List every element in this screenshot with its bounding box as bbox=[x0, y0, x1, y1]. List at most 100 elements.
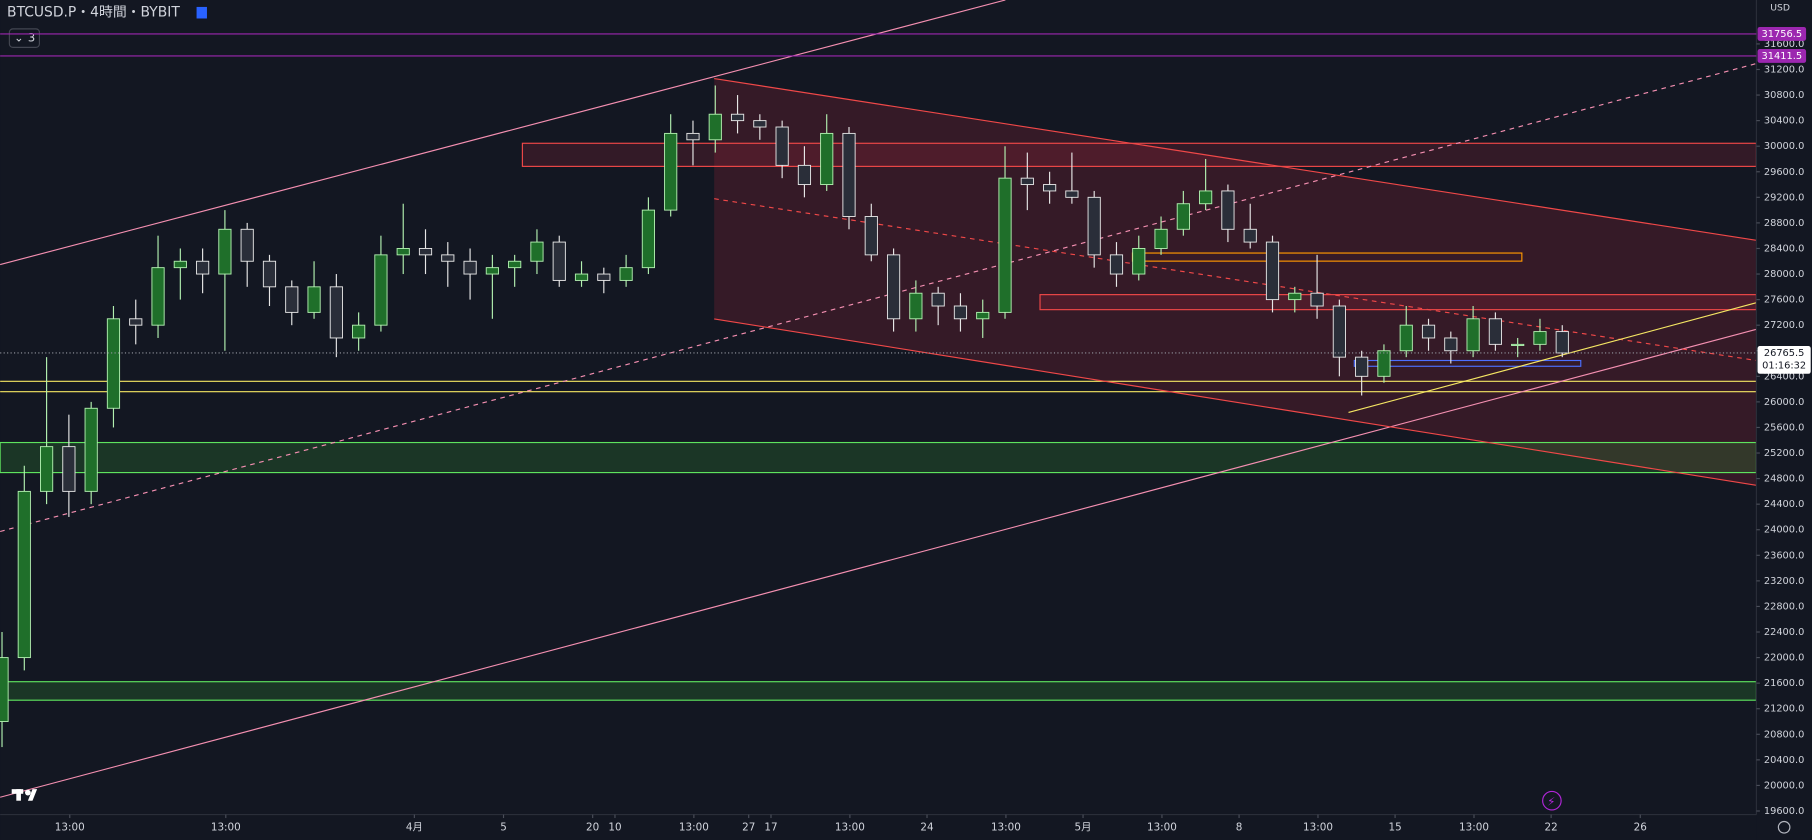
candle-body bbox=[1132, 248, 1146, 275]
x-tick-label: 13:00 bbox=[55, 821, 85, 833]
x-tick-label: 13:00 bbox=[211, 821, 241, 833]
trend-line bbox=[0, 0, 1006, 266]
candle-body bbox=[396, 248, 410, 256]
candle-body bbox=[1555, 331, 1569, 354]
resistance-box bbox=[521, 142, 1757, 167]
y-tick-label: 24400.0 bbox=[1764, 499, 1805, 510]
y-tick-label: 30800.0 bbox=[1764, 90, 1805, 101]
x-tick-label: 13:00 bbox=[835, 821, 865, 833]
blue-box bbox=[1353, 359, 1582, 367]
price-badge bbox=[1757, 26, 1807, 41]
resistance-box bbox=[1039, 294, 1757, 311]
y-tick-label: 23200.0 bbox=[1764, 576, 1805, 587]
flag-icon bbox=[196, 6, 207, 19]
y-tick-label: 19600.0 bbox=[1764, 806, 1805, 817]
y-tick-label: 25200.0 bbox=[1764, 448, 1805, 459]
candle-body bbox=[530, 241, 544, 262]
last-price-label: 26765.5 bbox=[1764, 348, 1805, 359]
support-zone bbox=[0, 441, 1757, 474]
x-tick-label: 15 bbox=[1388, 821, 1401, 833]
y-tick-label: 28800.0 bbox=[1764, 218, 1805, 229]
candle-body bbox=[151, 267, 165, 326]
candle-body bbox=[1043, 184, 1057, 192]
indicator-toggle[interactable] bbox=[8, 28, 41, 48]
candle-body bbox=[1511, 343, 1525, 346]
price-badge bbox=[1757, 49, 1807, 63]
x-tick-label: 20 bbox=[586, 821, 599, 833]
last-price-badge bbox=[1757, 346, 1811, 374]
trend-line-dashed bbox=[0, 62, 1757, 533]
candle-body bbox=[1399, 324, 1413, 352]
candle-body bbox=[418, 248, 433, 256]
candle-body bbox=[708, 113, 722, 141]
y-tick-label: 25600.0 bbox=[1764, 422, 1805, 433]
alert-bolt: ⚡ bbox=[1547, 794, 1555, 808]
candle-body bbox=[17, 490, 31, 659]
y-tick-label: 28000.0 bbox=[1764, 269, 1805, 280]
candle-body bbox=[1265, 241, 1280, 301]
channel-bottom bbox=[714, 318, 1757, 486]
candle-body bbox=[329, 286, 343, 339]
candle-body bbox=[1444, 337, 1458, 352]
tv-logo bbox=[11, 789, 38, 801]
candle-body bbox=[240, 228, 254, 262]
alert-icon[interactable] bbox=[1542, 790, 1562, 811]
candle-body bbox=[998, 177, 1012, 313]
channel-mid bbox=[714, 198, 1757, 362]
candle-body bbox=[129, 318, 143, 326]
candle-body bbox=[1488, 318, 1502, 345]
yellow-trend bbox=[1348, 302, 1757, 414]
x-tick-label: 13:00 bbox=[679, 821, 709, 833]
candle-body bbox=[1176, 203, 1190, 230]
candle-body bbox=[262, 260, 277, 288]
candle-body bbox=[953, 305, 968, 320]
candle-body bbox=[931, 292, 945, 307]
candle-body bbox=[597, 273, 611, 281]
y-tick-label: 29200.0 bbox=[1764, 192, 1805, 203]
y-tick-label: 24800.0 bbox=[1764, 474, 1805, 485]
candle-body bbox=[820, 132, 834, 186]
x-tick-label: 10 bbox=[608, 821, 621, 833]
channel-fill bbox=[714, 78, 1757, 486]
candle-body bbox=[775, 126, 789, 166]
candle-body bbox=[552, 241, 566, 281]
candle-body bbox=[909, 292, 923, 320]
settings-icon[interactable] bbox=[1777, 820, 1791, 834]
candle-body bbox=[1020, 177, 1034, 186]
candle-body bbox=[1154, 228, 1168, 249]
candle-body bbox=[864, 216, 878, 256]
support-zone bbox=[0, 681, 1757, 701]
candle-body bbox=[307, 286, 321, 313]
y-tick-label: 31600.0 bbox=[1764, 39, 1805, 50]
candle-body bbox=[1221, 190, 1235, 230]
price-axis bbox=[1756, 0, 1812, 840]
candle-body bbox=[797, 164, 812, 186]
y-tick-label: 27600.0 bbox=[1764, 295, 1805, 306]
candle-body bbox=[62, 446, 76, 492]
currency[interactable]: USD bbox=[1770, 3, 1790, 14]
y-tick-label: 26400.0 bbox=[1764, 371, 1805, 382]
candle-body bbox=[1377, 350, 1391, 377]
x-tick-label: 24 bbox=[920, 821, 934, 833]
candle-body bbox=[1199, 190, 1213, 205]
y-tick-label: 26000.0 bbox=[1764, 397, 1805, 408]
y-tick-label: 30400.0 bbox=[1764, 116, 1805, 127]
y-tick-label: 23600.0 bbox=[1764, 550, 1805, 561]
y-tick-label: 22400.0 bbox=[1764, 627, 1805, 638]
candle-body bbox=[1087, 196, 1101, 256]
y-tick-label: 20800.0 bbox=[1764, 729, 1805, 740]
x-tick-label: 13:00 bbox=[1303, 821, 1333, 833]
candle-body bbox=[842, 132, 856, 217]
candle-body bbox=[106, 318, 121, 409]
candle-body bbox=[1332, 305, 1346, 358]
candle-body bbox=[1109, 254, 1124, 275]
candle-body bbox=[0, 657, 9, 722]
candle-body bbox=[84, 407, 98, 492]
candle-body bbox=[352, 324, 366, 339]
y-tick-label: 22000.0 bbox=[1764, 653, 1805, 664]
trend-line bbox=[0, 328, 1757, 798]
candle-body bbox=[441, 254, 455, 262]
candle-body bbox=[508, 260, 522, 269]
candle-body bbox=[686, 132, 700, 141]
